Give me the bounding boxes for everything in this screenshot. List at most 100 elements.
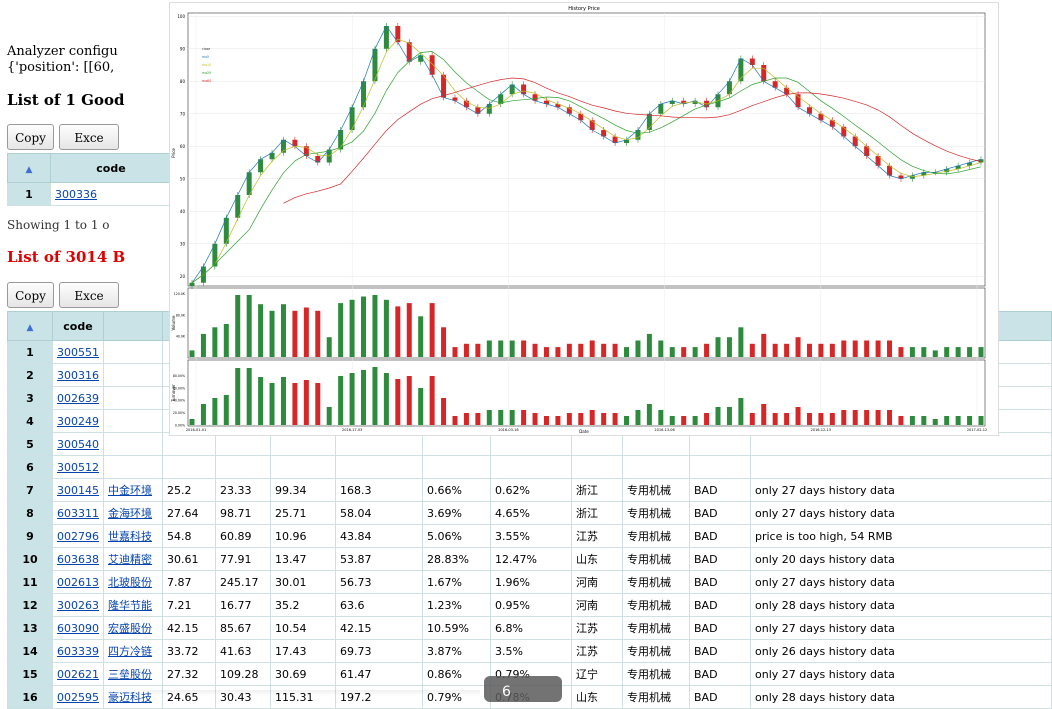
x-tick-label: 2016-13-06 (654, 428, 674, 432)
candle (875, 156, 881, 166)
volume-bar (246, 295, 252, 357)
stock-code-link[interactable]: 002621 (57, 667, 99, 681)
legend-entry: ma10 (202, 63, 211, 67)
row-name: 四方冷链 (103, 639, 163, 663)
volume-bar (875, 340, 881, 357)
good-table-info: Showing 1 to 1 o (7, 218, 110, 232)
turnover-bar (441, 398, 447, 425)
stock-code-link[interactable]: 300316 (57, 368, 99, 382)
bad-code-header[interactable]: code (52, 311, 104, 341)
row-prov: 江苏 (571, 639, 623, 663)
stock-code-link[interactable]: 300145 (57, 483, 99, 497)
turnover-bar (646, 404, 652, 425)
row-code: 603638 (52, 547, 104, 571)
volume-bar (361, 296, 367, 357)
bad-excel-button[interactable]: Exce (59, 282, 119, 308)
stock-code-link[interactable]: 300263 (57, 598, 99, 612)
turnover-bar (875, 410, 881, 425)
volume-bar (932, 350, 938, 357)
stock-code-link[interactable]: 300512 (57, 460, 99, 474)
good-excel-button[interactable]: Exce (59, 124, 119, 150)
stock-name-link[interactable]: 隆华节能 (108, 599, 152, 612)
y-tick-label: 100 (177, 14, 185, 19)
chart-canvas: History Price 20 30 40 50 60 70 80 90 100 2016-01… (171, 6, 987, 434)
turnover-bar (361, 370, 367, 425)
volume-bar (829, 343, 835, 357)
row-code: 300145 (52, 478, 104, 502)
row-p1: 10.59% (422, 616, 491, 640)
candle (258, 159, 264, 173)
turnover-bar (383, 373, 389, 425)
candle (692, 100, 698, 104)
stock-code-link[interactable]: 300540 (57, 437, 99, 451)
volume-bar (818, 343, 824, 357)
stock-code-link[interactable]: 603090 (57, 621, 99, 635)
row-prov: 辽宁 (571, 662, 623, 686)
row-prov: 浙江 (571, 478, 623, 502)
chart-title: History Price (568, 6, 600, 12)
turnover-bar (658, 410, 664, 425)
turnover-bar (418, 388, 424, 425)
stock-name-link[interactable]: 四方冷链 (108, 645, 152, 658)
candle (681, 100, 687, 104)
stock-name-link[interactable]: 豪迈科技 (108, 691, 152, 704)
good-code-header[interactable]: code (50, 153, 172, 183)
candle (315, 156, 321, 163)
cell (689, 455, 751, 479)
stock-code-link[interactable]: 300551 (57, 345, 99, 359)
stock-name-link[interactable]: 宏盛股份 (108, 622, 152, 635)
stock-name-link[interactable]: 北玻股份 (108, 576, 152, 589)
row-p2: 4.65% (490, 501, 572, 525)
bad-index-header[interactable]: ▲ (7, 311, 53, 341)
turnover-bar (909, 416, 915, 425)
stock-code-link[interactable]: 002595 (57, 690, 99, 704)
bad-copy-button[interactable]: Copy (7, 282, 54, 308)
stock-code-link[interactable]: 603638 (57, 552, 99, 566)
row-reason: only 28 days history data (750, 593, 1052, 617)
good-index-header[interactable]: ▲ (7, 153, 51, 183)
stock-code-link[interactable]: 603339 (57, 644, 99, 658)
volume-bar (338, 303, 344, 357)
page-indicator-overlay[interactable]: 6 (484, 676, 562, 702)
stock-name-link[interactable]: 三垒股份 (108, 668, 152, 681)
good-copy-button[interactable]: Copy (7, 124, 54, 150)
cell (490, 432, 572, 456)
turnover-bar (349, 373, 355, 425)
stock-name-link[interactable]: 艾迪精密 (108, 553, 152, 566)
row-status: BAD (689, 616, 751, 640)
stock-code-link[interactable]: 002613 (57, 575, 99, 589)
volume-bar (200, 333, 206, 357)
cell (162, 432, 216, 456)
row-prov: 山东 (571, 685, 623, 709)
candle (372, 48, 378, 82)
x-tick-label: 2017-02-12 (967, 428, 987, 432)
row-index: 8 (7, 501, 53, 525)
bad-name-header[interactable] (103, 311, 163, 341)
turnover-bar (841, 410, 847, 425)
candle (761, 65, 767, 82)
candle (406, 42, 412, 62)
cell (622, 455, 690, 479)
stock-code-link[interactable]: 300249 (57, 414, 99, 428)
candle (521, 84, 527, 95)
volume-bar (681, 347, 687, 357)
price-axis-label: Price (171, 148, 176, 158)
stock-code-link[interactable]: 002639 (57, 391, 99, 405)
stock-code-link[interactable]: 603311 (57, 506, 99, 520)
turnover-bar (338, 376, 344, 425)
turnover-bar (967, 416, 973, 425)
scroll-shadow (150, 690, 480, 696)
row-p1: 3.87% (422, 639, 491, 663)
ma-line-ma5 (191, 25, 982, 284)
stock-name-link[interactable]: 世嘉科技 (108, 530, 152, 543)
stock-code-link[interactable]: 300336 (55, 187, 97, 201)
candle (887, 165, 893, 176)
stock-code-link[interactable]: 002796 (57, 529, 99, 543)
stock-name-link[interactable]: 中金环境 (108, 484, 152, 497)
row-index: 9 (7, 524, 53, 548)
cell (103, 455, 163, 479)
stock-name-link[interactable]: 金海环境 (108, 507, 152, 520)
row-c3: 13.47 (270, 547, 336, 571)
row-index: 4 (7, 409, 53, 433)
row-reason: only 27 days history data (750, 662, 1052, 686)
